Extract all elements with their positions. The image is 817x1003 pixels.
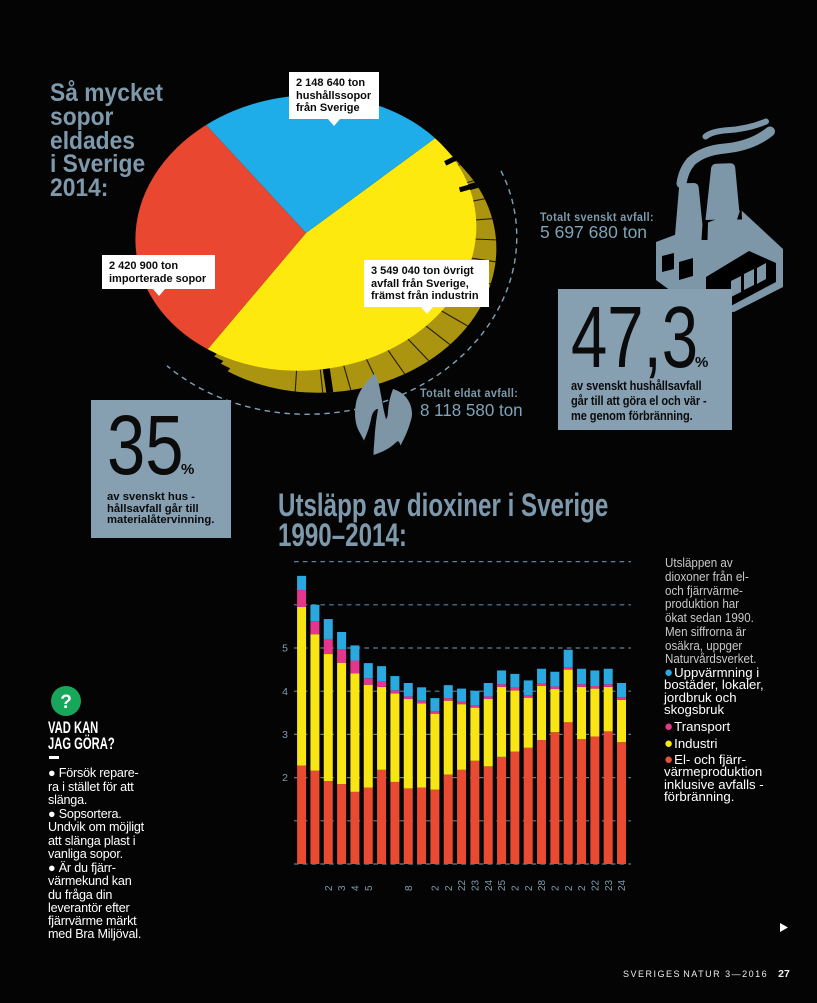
svg-text:24: 24 bbox=[484, 879, 495, 891]
svg-text:25: 25 bbox=[497, 879, 508, 891]
svg-text:2: 2 bbox=[524, 885, 535, 891]
svg-text:4: 4 bbox=[351, 885, 362, 891]
svg-text:24: 24 bbox=[617, 879, 628, 891]
svg-text:2: 2 bbox=[577, 885, 588, 891]
svg-text:2: 2 bbox=[551, 885, 562, 891]
svg-text:28: 28 bbox=[537, 879, 548, 891]
svg-text:2: 2 bbox=[324, 885, 335, 891]
svg-text:?: ? bbox=[60, 692, 72, 713]
svg-text:4: 4 bbox=[282, 686, 288, 698]
svg-text:22: 22 bbox=[591, 879, 602, 891]
svg-text:22: 22 bbox=[457, 879, 468, 891]
svg-text:23: 23 bbox=[604, 879, 615, 891]
svg-text:2: 2 bbox=[444, 885, 455, 891]
svg-text:5: 5 bbox=[282, 643, 288, 655]
svg-text:23: 23 bbox=[471, 879, 482, 891]
svg-text:3: 3 bbox=[337, 885, 348, 891]
svg-text:2: 2 bbox=[511, 885, 522, 891]
svg-text:5: 5 bbox=[364, 885, 375, 891]
svg-text:2: 2 bbox=[431, 885, 442, 891]
svg-text:3: 3 bbox=[282, 729, 288, 741]
svg-text:2: 2 bbox=[282, 772, 288, 784]
svg-text:8: 8 bbox=[404, 885, 415, 891]
svg-text:2: 2 bbox=[564, 885, 575, 891]
